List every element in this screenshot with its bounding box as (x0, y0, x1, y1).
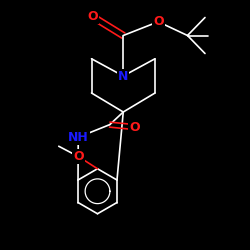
Text: NH: NH (68, 131, 88, 144)
Text: O: O (153, 15, 164, 28)
Text: O: O (130, 121, 140, 134)
Text: N: N (118, 70, 128, 82)
Text: O: O (74, 150, 84, 163)
Text: O: O (88, 10, 98, 23)
